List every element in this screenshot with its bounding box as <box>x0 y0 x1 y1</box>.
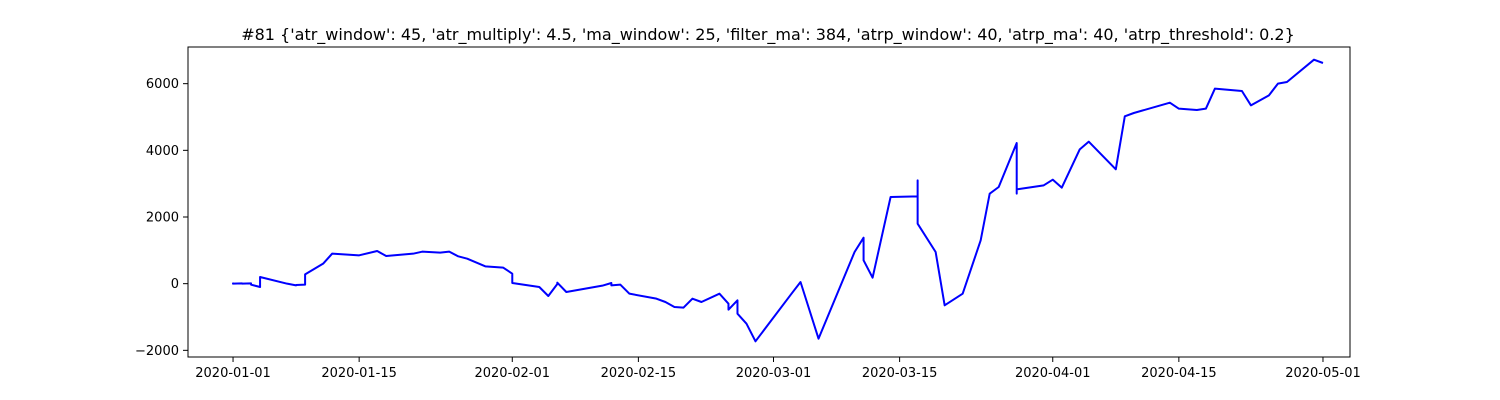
x-tick-label: 2020-01-15 <box>321 366 397 381</box>
x-tick-label: 2020-02-01 <box>474 366 550 381</box>
y-tick-label: −2000 <box>135 344 179 359</box>
x-tick-label: 2020-02-15 <box>601 366 677 381</box>
chart-title: #81 {'atr_window': 45, 'atr_multiply': 4… <box>241 25 1295 45</box>
x-tick-label: 2020-05-01 <box>1285 366 1361 381</box>
y-tick-label: 6000 <box>146 77 179 92</box>
x-tick-label: 2020-03-01 <box>736 366 812 381</box>
series-group <box>232 58 1324 343</box>
y-tick-label: 4000 <box>146 144 179 159</box>
plot-frame <box>187 46 1351 358</box>
x-tick-label: 2020-01-01 <box>195 366 271 381</box>
x-tick-label: 2020-04-15 <box>1141 366 1217 381</box>
axis-ticks: 2020-01-01 2020-01-15 2020-02-01 2020-02-15… <box>135 77 1361 381</box>
x-tick-label: 2020-04-01 <box>1015 366 1091 381</box>
y-tick-label: 2000 <box>146 211 179 226</box>
series-line <box>232 58 1324 343</box>
y-tick-label: 0 <box>171 277 179 292</box>
x-tick-label: 2020-03-15 <box>862 366 938 381</box>
